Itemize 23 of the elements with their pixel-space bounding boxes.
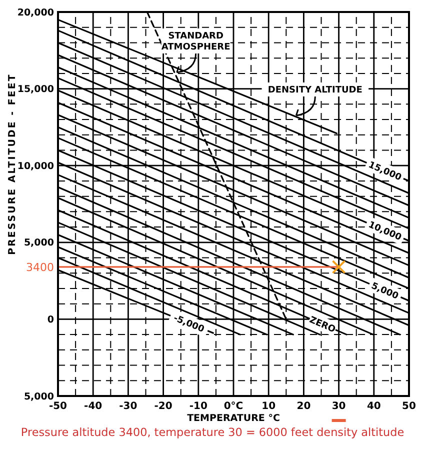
y-tick-label: 10,000 [17, 160, 54, 172]
annotation: 3400 [26, 260, 54, 274]
x-tick-label: 40 [366, 401, 381, 412]
text: Pressure altitude 3400, temperature 30 = 6000 feet density altitude [20, 426, 404, 439]
y-tick-label: 15,000 [17, 84, 54, 96]
annotation: DENSITY ALTITUDE [268, 85, 362, 96]
x-tick-label: 30 [332, 401, 346, 412]
x-axis-title: TEMPERATURE °C [187, 413, 280, 424]
y-axis-title: PRESSURE ALTITUDE - FEET [7, 73, 18, 255]
x-tick-label: -40 [84, 401, 102, 412]
y-tick-label: 20,000 [17, 7, 54, 18]
x-tick-label: 20 [296, 401, 311, 412]
x-tick-label: -50 [48, 401, 68, 412]
x-tick-label: 0°C [224, 401, 244, 412]
x-tick-label: 50 [402, 401, 416, 412]
y-tick-label: 5,000 [24, 391, 54, 402]
y-tick-label: 0 [47, 314, 54, 326]
x-tick-label: -30 [119, 401, 138, 412]
y-tick-label: 5,000 [24, 238, 54, 249]
x-tick-label: -10 [189, 401, 208, 412]
x-tick-label: 10 [262, 401, 276, 412]
x-tick-label: -20 [154, 401, 172, 412]
annotation: STANDARD ATMOSPHERE [161, 31, 230, 52]
